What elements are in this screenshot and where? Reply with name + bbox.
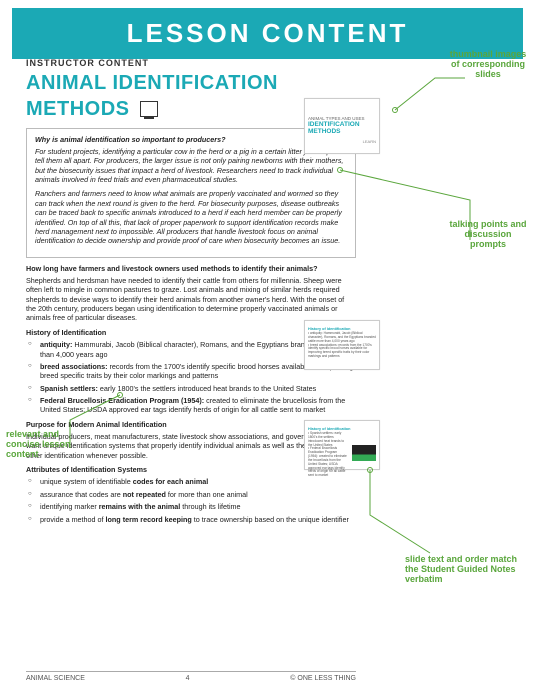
callout-thumbnails: thumbnail images of corresponding slides (449, 50, 527, 80)
attributes-list: unique system of identifiable codes for … (26, 477, 356, 523)
list-item: assurance that codes are not repeated fo… (40, 490, 356, 499)
callout-talking-points: talking points and discussion prompts (449, 220, 527, 250)
footer-right: © ONE LESS THING (290, 675, 356, 682)
slide-thumbnail-3: History of Identification • Spanish sett… (304, 420, 380, 470)
intro-para-2: Ranchers and farmers need to know what a… (35, 189, 347, 245)
lesson-page: LESSON CONTENT INSTRUCTOR CONTENT ANIMAL… (0, 0, 535, 690)
cow-ear-tag-image (352, 445, 376, 461)
instructor-label: INSTRUCTOR CONTENT (26, 58, 356, 70)
para-3: Shepherds and herdsman have needed to id… (26, 276, 356, 323)
list-item: provide a method of long term record kee… (40, 515, 356, 524)
list-item: Spanish settlers: early 1800's the settl… (40, 384, 356, 393)
slide-thumbnail-2: History of Identification • antiquity: H… (304, 320, 380, 370)
footer-page-number: 4 (186, 675, 190, 682)
list-item: Federal Brucellosis Eradication Program … (40, 396, 356, 415)
list-item: unique system of identifiable codes for … (40, 477, 356, 486)
presentation-icon (140, 101, 158, 117)
intro-para-1: For student projects, identifying a part… (35, 147, 347, 184)
question-2: How long have farmers and livestock owne… (26, 264, 356, 273)
slide-thumbnail-1: ANIMAL TYPES AND USES IDENTIFICATION MET… (304, 98, 380, 154)
callout-lesson-content: relevant and concise lesson content (6, 430, 80, 460)
list-item: identifying marker remains with the anim… (40, 502, 356, 511)
question-1: Why is animal identification so importan… (35, 135, 347, 144)
header-band: LESSON CONTENT (12, 8, 523, 59)
page-footer: ANIMAL SCIENCE 4 © ONE LESS THING (26, 671, 356, 682)
callout-slide-text: slide text and order match the Student G… (405, 555, 525, 585)
footer-left: ANIMAL SCIENCE (26, 675, 85, 682)
